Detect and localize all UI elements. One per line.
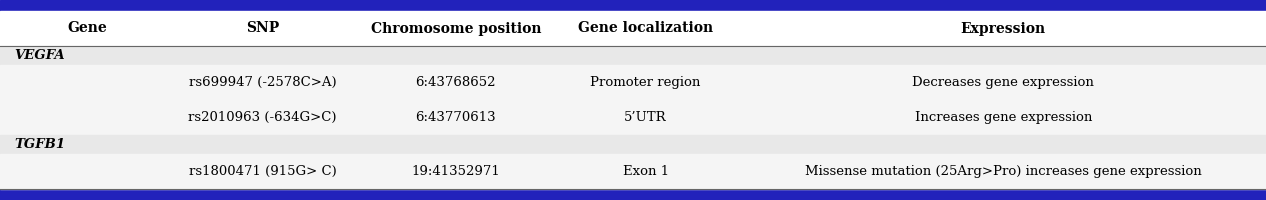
Bar	[0, 11, 1266, 46]
Text: SNP: SNP	[246, 21, 280, 36]
Bar	[0, 65, 1266, 100]
Text: Exon 1: Exon 1	[623, 165, 668, 178]
Text: Decreases gene expression: Decreases gene expression	[913, 76, 1094, 89]
Text: 6:43768652: 6:43768652	[415, 76, 496, 89]
Text: Missense mutation (25Arg>Pro) increases gene expression: Missense mutation (25Arg>Pro) increases …	[805, 165, 1201, 178]
Text: Gene: Gene	[67, 21, 108, 36]
Text: Promoter region: Promoter region	[590, 76, 701, 89]
Text: Expression: Expression	[961, 21, 1046, 36]
Text: 19:41352971: 19:41352971	[411, 165, 500, 178]
Text: Gene localization: Gene localization	[579, 21, 713, 36]
Text: VEGFA: VEGFA	[14, 49, 65, 62]
Bar	[0, 0, 1266, 11]
Text: Increases gene expression: Increases gene expression	[914, 111, 1093, 124]
Bar	[0, 154, 1266, 189]
Bar	[0, 46, 1266, 65]
Text: Chromosome position: Chromosome position	[371, 21, 541, 36]
Bar	[0, 135, 1266, 154]
Bar	[0, 100, 1266, 135]
Text: rs699947 (-2578C>A): rs699947 (-2578C>A)	[189, 76, 337, 89]
Text: rs1800471 (915G> C): rs1800471 (915G> C)	[189, 165, 337, 178]
Text: 5’UTR: 5’UTR	[624, 111, 667, 124]
Text: 6:43770613: 6:43770613	[415, 111, 496, 124]
Text: TGFB1: TGFB1	[14, 138, 65, 151]
Text: rs2010963 (-634G>C): rs2010963 (-634G>C)	[189, 111, 337, 124]
Bar	[0, 189, 1266, 200]
